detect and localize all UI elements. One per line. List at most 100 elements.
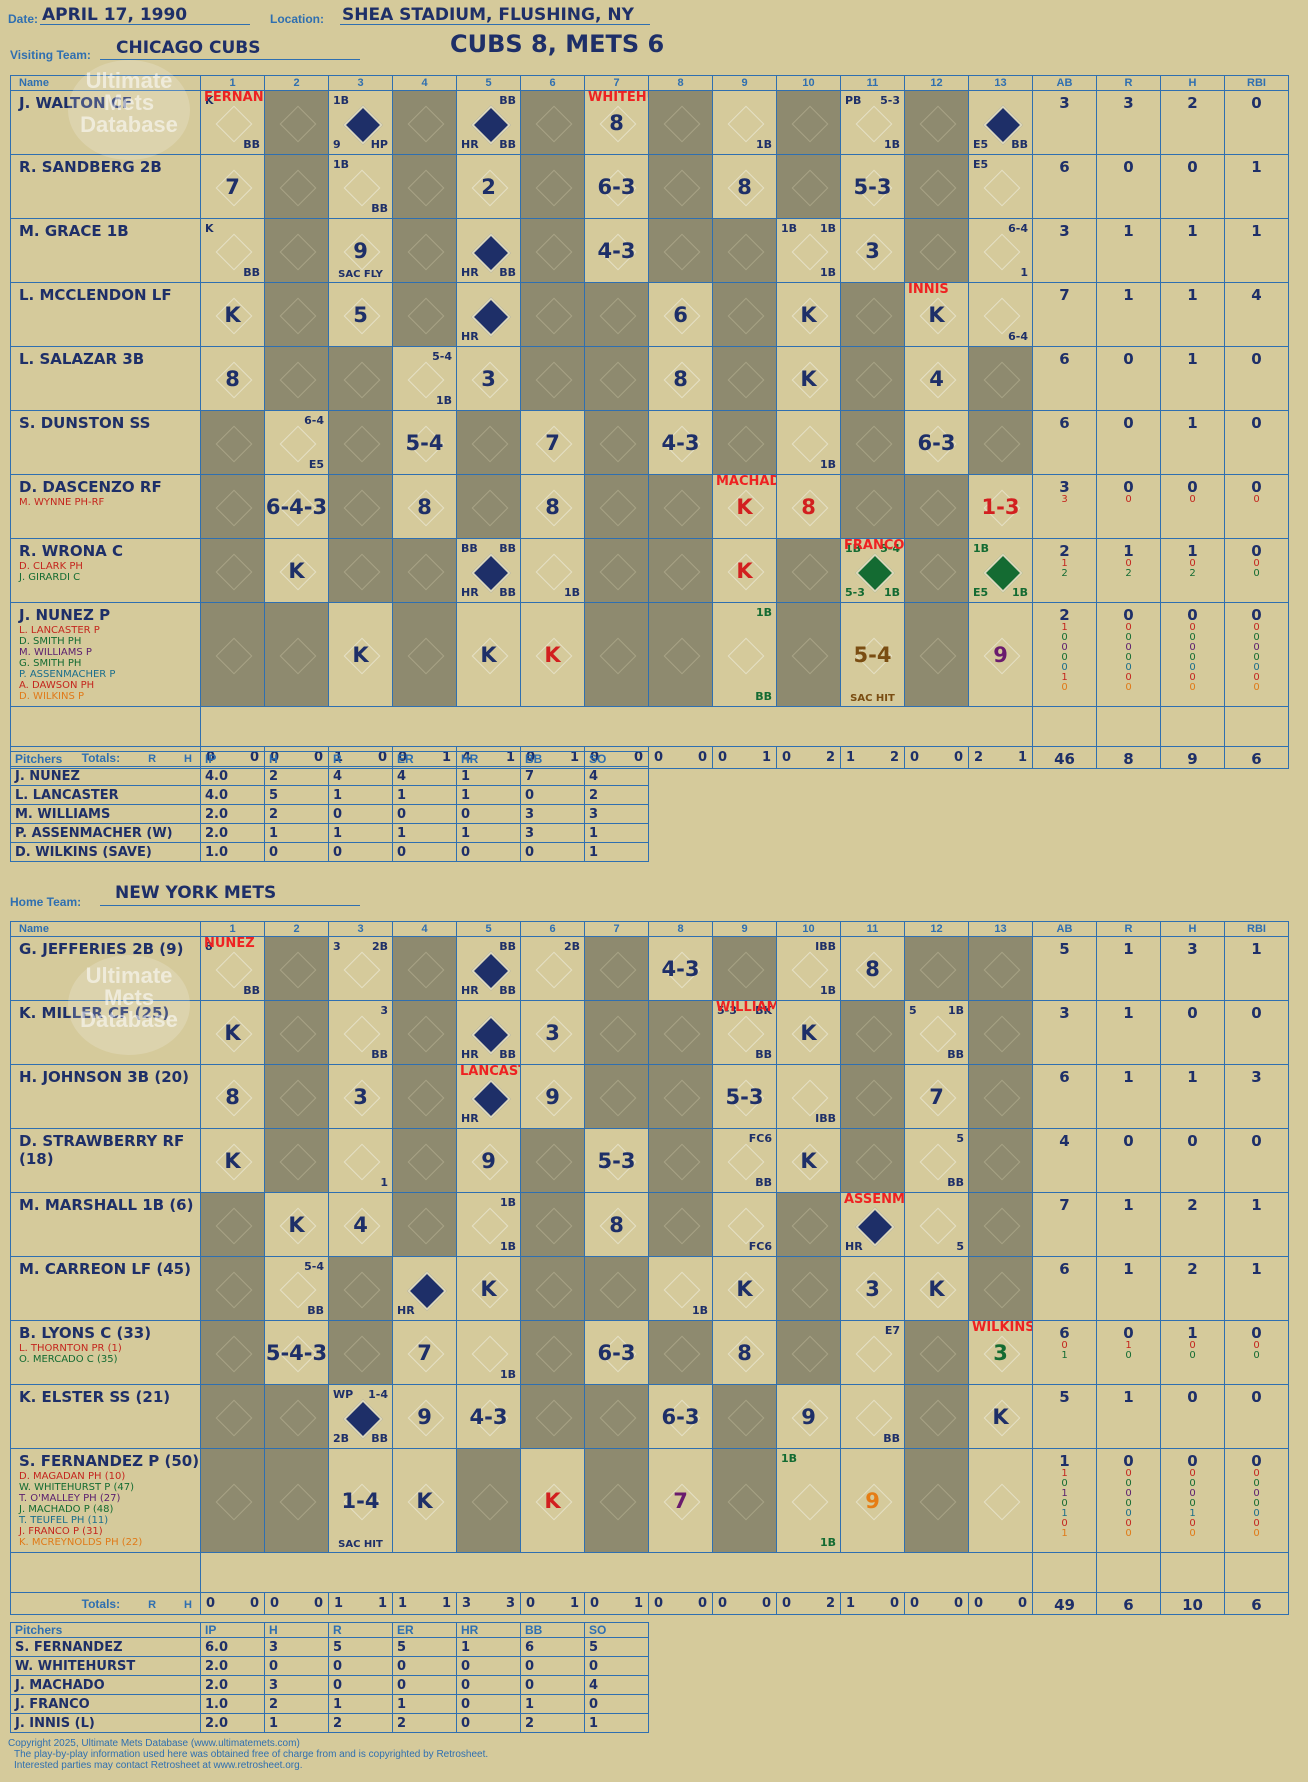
- play-result: K: [224, 1148, 241, 1173]
- batter-stat-h: 0: [1160, 1000, 1225, 1065]
- at-bat-cell: FC6 BB: [712, 1128, 777, 1193]
- at-bat-cell: [264, 1384, 329, 1449]
- h-legend: H: [184, 1598, 192, 1611]
- substitute-name: D. SMITH PH: [19, 636, 82, 647]
- home-header-row: Name 1 2 3 4 5 6 7 8 9 10 11 12 13 AB R H RBI: [10, 921, 1289, 937]
- team-total-r: 8: [1096, 746, 1161, 769]
- v-spacer-row: [10, 706, 1289, 747]
- pitcher-stat: 4.0: [200, 766, 265, 786]
- batter-stat-r: 1: [1096, 1000, 1161, 1065]
- basepath-diamond: [791, 1207, 828, 1244]
- h-batter-name-cell: M. MARSHALL 1B (6): [10, 1192, 201, 1257]
- stat-value: 1: [1123, 542, 1134, 560]
- at-bat-cell: BB BB HR BB: [456, 538, 521, 603]
- stat-value: 0: [1251, 1132, 1262, 1150]
- visitors-header-row: Name 1 2 3 4 5 6 7 8 9 10 11 12 13 AB R H RBI: [10, 75, 1289, 91]
- play-result: K: [800, 1020, 817, 1045]
- play-result: 7: [417, 1340, 432, 1365]
- home-col-inning-10: 10: [776, 921, 841, 937]
- home-col-inning-11: 11: [840, 921, 905, 937]
- v-batter-name-cell: L. SALAZAR 3B: [10, 346, 201, 411]
- sub-stat-value: 0: [1253, 682, 1260, 693]
- sub-stat-value: 0: [1253, 1518, 1260, 1529]
- play-notation: 1: [380, 1176, 388, 1189]
- stat-value: 2: [1187, 1196, 1198, 1214]
- play-notation: 1B: [973, 542, 990, 555]
- basepath-diamond: [791, 1335, 828, 1372]
- stat-value: 4: [1251, 286, 1262, 304]
- visitors-col-inning-5: 5: [456, 75, 521, 91]
- visitors-col-inning-3: 3: [328, 75, 393, 91]
- play-notation: HR: [461, 984, 479, 997]
- pitcher-name: M. WILLIAMS: [10, 804, 201, 824]
- at-bat-cell: [584, 1256, 649, 1321]
- play-notation: 1B: [947, 1004, 964, 1017]
- stat-value: 2: [1059, 542, 1070, 560]
- visitors-col-inning-8: 8: [648, 75, 713, 91]
- at-bat-cell: 3: [328, 1064, 393, 1129]
- play-result: 9: [417, 1404, 432, 1429]
- pitcher-stat: 1: [456, 823, 521, 843]
- basepath-diamond: [471, 425, 508, 462]
- game-result: CUBS 8, METS 6: [450, 30, 665, 58]
- sub-stat-value: 1: [1061, 1508, 1068, 1519]
- pitcher-stat: 1: [328, 1694, 393, 1714]
- at-bat-cell: [200, 1448, 265, 1553]
- home-col-stat-h: H: [1160, 921, 1225, 937]
- basepath-diamond: [727, 105, 764, 142]
- sub-stat-value: 0: [1253, 1350, 1260, 1361]
- stat-value: 1: [1123, 222, 1134, 240]
- hits-total: 0: [889, 1596, 899, 1611]
- sub-stat-value: 0: [1253, 622, 1260, 633]
- sub-stat-value: 0: [1189, 558, 1196, 569]
- stat-value: 1: [1187, 1068, 1198, 1086]
- basepath-diamond: [599, 361, 636, 398]
- at-bat-cell: PB 5-3 1B: [840, 90, 905, 155]
- at-bat-cell: HR: [456, 282, 521, 347]
- batter-stat-rbi: 0: [1224, 1128, 1289, 1193]
- basepath-diamond: [407, 637, 444, 674]
- at-bat-cell: [904, 90, 969, 155]
- at-bat-cell: [200, 474, 265, 539]
- v-batter-row: S. DUNSTON SS 6-4 E5 5-4 7 4-3 1B 6-3 6 0 1 0: [10, 410, 1289, 475]
- sub-stat-value: 0: [1189, 672, 1196, 683]
- play-notation: 1B: [499, 1240, 516, 1253]
- basepath-diamond: [535, 169, 572, 206]
- basepath-diamond: [279, 1079, 316, 1116]
- basepath-diamond: [215, 1483, 252, 1520]
- sub-stat-value: 0: [1189, 1528, 1196, 1539]
- basepath-diamond: [663, 1271, 700, 1308]
- play-notation: 5-4: [880, 542, 900, 555]
- pitcher-stat: 0: [328, 1675, 393, 1695]
- at-bat-cell: [264, 1448, 329, 1553]
- pitcher-stat: 4: [392, 766, 457, 786]
- play-notation: K: [205, 222, 214, 235]
- pitcher-stat: 0: [584, 1694, 649, 1714]
- home-col-inning-7: 7: [584, 921, 649, 937]
- stat-value: 1: [1123, 286, 1134, 304]
- pitcher-stat: 1: [456, 785, 521, 805]
- home-pitcher-row: J. FRANCO 1.0 2 1 1 0 1 0: [10, 1694, 649, 1714]
- stat-value: 3: [1251, 1068, 1262, 1086]
- h-batter-name-cell: M. CARREON LF (45): [10, 1256, 201, 1321]
- sub-stat-value: 0: [1253, 652, 1260, 663]
- basepath-diamond: [343, 425, 380, 462]
- at-bat-cell: [584, 936, 649, 1001]
- visitors-col-inning-11: 11: [840, 75, 905, 91]
- basepath-diamond: [727, 233, 764, 270]
- at-bat-cell: 3: [840, 1256, 905, 1321]
- batter-name: M. MARSHALL 1B (6): [19, 1196, 194, 1214]
- play-notation: PB: [845, 94, 862, 107]
- at-bat-cell: WP 1-4 2B BB: [328, 1384, 393, 1449]
